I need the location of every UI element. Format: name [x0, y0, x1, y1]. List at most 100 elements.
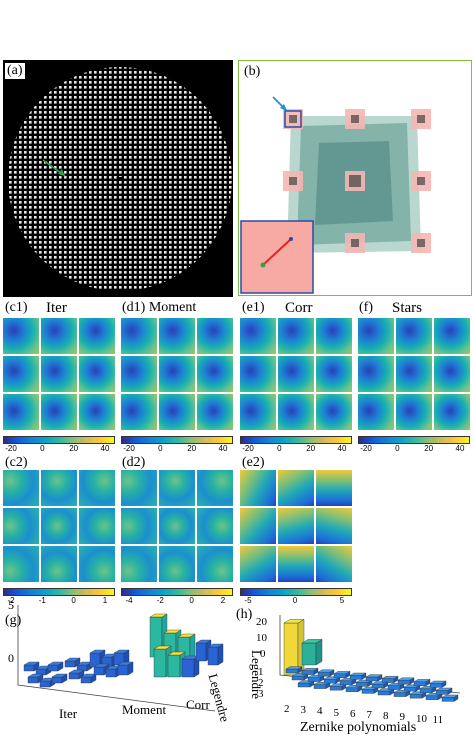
e1-colorbar [240, 436, 352, 444]
d1-subaperture-map [121, 394, 157, 430]
g-bar [80, 673, 97, 684]
g-ztick-0: 0 [8, 651, 14, 665]
lenslet-array-image [8, 67, 232, 291]
f-subaperture-map [396, 394, 432, 430]
h-xtick: 8 [383, 710, 389, 723]
d2-subaperture-map [159, 470, 195, 506]
e2-subaperture-map [278, 546, 314, 582]
c1-subaperture-map [3, 356, 39, 392]
d2-subaperture-map [159, 546, 195, 582]
f-colorbar-tick: 20 [424, 444, 434, 453]
d2-subaperture-map [121, 508, 157, 544]
c2-subaperture-map [41, 546, 77, 582]
e1-subaperture-map [240, 356, 276, 392]
c2-colorbar-tick: 1 [102, 596, 108, 605]
c2-colorbar-tick: 0 [71, 596, 76, 605]
f-subaperture-map [396, 356, 432, 392]
d1-subaperture-map [197, 394, 233, 430]
e2-subaperture-map [278, 508, 314, 544]
d1-subaperture-map [197, 356, 233, 392]
h-xtick: 3 [300, 704, 307, 717]
g-bar [51, 673, 68, 684]
e1-subaperture-map [278, 318, 314, 354]
d2-subaperture-map [197, 508, 233, 544]
f-subaperture-map [358, 356, 394, 392]
h-bar [397, 677, 415, 685]
panel-c2-label: (c2) [3, 455, 30, 471]
g-bar [64, 657, 81, 668]
h-xtick: 6 [350, 707, 356, 720]
e1-colorbar-tick: 40 [337, 444, 347, 453]
panel-d2-label: (d2) [120, 455, 148, 471]
h-xtick: 11 [432, 713, 444, 726]
panel-e2-label: (e2) [240, 455, 267, 471]
c2-subaperture-map [79, 470, 115, 506]
panel-e1-label: (e1) [240, 300, 267, 316]
h-bar [365, 674, 383, 682]
d1-subaperture-map [121, 318, 157, 354]
c2-subaperture-map [3, 470, 39, 506]
h-xtick: 7 [366, 709, 373, 721]
c2-colorbar [3, 588, 115, 596]
g-bar [181, 655, 200, 678]
f-subaperture-map [434, 318, 470, 354]
c2-colorbar-tick: -1 [38, 596, 46, 605]
h-bar [371, 681, 389, 689]
f-subaperture-map [434, 356, 470, 392]
c2-subaperture-map [3, 546, 39, 582]
panel-c1-label: (c1) [3, 300, 30, 316]
f-colorbar-tick: 0 [395, 444, 400, 453]
h-bar [435, 687, 453, 695]
c2-subaperture-map [79, 508, 115, 544]
h-xtick: 2 [284, 703, 290, 715]
d2-colorbar-tick: 2 [220, 596, 226, 605]
e2-subaperture-map [316, 508, 352, 544]
d1-subaperture-map [159, 356, 195, 392]
c1-colorbar-tick: 40 [100, 444, 110, 453]
c1-subaperture-map [41, 394, 77, 430]
h-bar [301, 667, 319, 675]
g-xlabel-corr: Corr [186, 697, 210, 712]
g-xlabel-iter: Iter [59, 706, 78, 721]
g-xlabel-moment: Moment [122, 702, 167, 717]
e2-colorbar-tick: 5 [339, 596, 345, 605]
h-ylabel: Legendre [249, 650, 264, 700]
h-bar [291, 673, 309, 681]
e1-subaperture-map [278, 394, 314, 430]
e1-subaperture-map [316, 318, 352, 354]
d1-colorbar-tick: -20 [123, 444, 135, 453]
e2-subaperture-map [240, 508, 276, 544]
e1-colorbar-tick: 20 [306, 444, 316, 453]
d1-subaperture-map [159, 318, 195, 354]
e1-subaperture-map [240, 394, 276, 430]
e1-colorbar-tick: 0 [277, 444, 282, 453]
g-bar [207, 643, 224, 666]
e2-colorbar [240, 588, 352, 596]
d1-subaperture-map [197, 318, 233, 354]
d1-colorbar-tick: 0 [158, 444, 163, 453]
c1-colorbar-tick: -20 [5, 444, 17, 453]
h-ztick-0: 0 [260, 648, 266, 660]
c2-subaperture-map [41, 508, 77, 544]
c2-subaperture-map [79, 546, 115, 582]
panel-b: (b) [238, 60, 472, 296]
c1-subaperture-map [79, 318, 115, 354]
d2-colorbar-tick: -4 [125, 596, 133, 605]
e2-subaperture-map [278, 470, 314, 506]
h-bar [429, 680, 447, 688]
c1-subaperture-map [3, 394, 39, 430]
g-bar [47, 661, 64, 672]
h-ztick-10: 10 [256, 632, 267, 644]
g-ztick-5: 5 [8, 598, 14, 612]
panel-d1-label: (d1) Moment [120, 300, 199, 316]
h-bar [381, 675, 399, 683]
e2-subaperture-map [316, 546, 352, 582]
g-bar [27, 673, 44, 684]
f-subaperture-map [358, 394, 394, 430]
e1-subaperture-map [316, 356, 352, 392]
panel-f-label: (f) [357, 300, 375, 316]
d2-colorbar-tick: -2 [156, 596, 164, 605]
e1-subaperture-map [240, 318, 276, 354]
h-bar [285, 666, 303, 674]
e2-subaperture-map [316, 470, 352, 506]
